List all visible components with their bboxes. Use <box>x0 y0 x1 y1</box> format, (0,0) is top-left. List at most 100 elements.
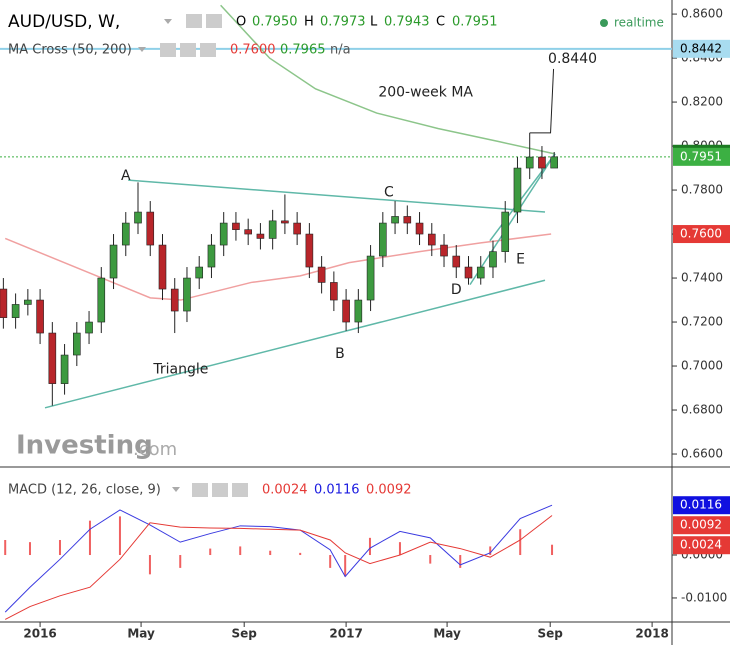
dropdown[interactable] <box>172 487 180 492</box>
candle-body <box>281 220 289 224</box>
candle-body <box>121 222 130 246</box>
macd-line <box>4 504 553 613</box>
candle-body <box>60 354 69 384</box>
y-tick-label: 0.6600 <box>681 447 723 461</box>
symbol: AUD/USD, W, <box>8 12 120 32</box>
y-tick-label: 0.8200 <box>681 95 723 109</box>
y-tick-label: 0.7200 <box>681 315 723 329</box>
histogram-bar <box>269 550 272 556</box>
o-label: O <box>236 15 246 30</box>
candle-body <box>403 216 412 224</box>
l-value: 0.7943 <box>384 15 430 30</box>
histogram-bar <box>88 520 91 556</box>
x-tick-label: 2016 <box>23 627 56 641</box>
candle-body <box>317 266 326 283</box>
candle-body <box>440 244 448 257</box>
y-tick-label: 0.7800 <box>681 183 723 197</box>
l-label: L <box>370 15 378 30</box>
candle-body <box>109 244 118 279</box>
histogram-bar <box>368 537 371 556</box>
price-label: 0.0116 <box>680 498 722 512</box>
price-label-box <box>673 496 730 515</box>
candle-body <box>256 233 265 239</box>
ma-value: n/a <box>330 43 351 58</box>
dropdown[interactable] <box>164 19 172 24</box>
histogram-bar <box>28 542 31 556</box>
macd-name: MACD (12, 26, close, 9) <box>8 483 161 498</box>
candle-body <box>219 222 228 246</box>
price-label: 0.7600 <box>680 227 722 241</box>
price-label-box <box>673 147 730 166</box>
candle-body <box>550 156 558 169</box>
candle-body <box>158 244 167 290</box>
candle-body <box>97 277 106 323</box>
candle-body <box>268 220 277 239</box>
c-value: 0.7951 <box>452 15 498 30</box>
icon[interactable] <box>206 14 222 28</box>
candle-body <box>330 282 338 301</box>
macd-value: 0.0116 <box>314 483 360 498</box>
icon[interactable] <box>212 483 228 497</box>
y-tick-label: 0.6800 <box>681 403 723 417</box>
macd-value: 0.0092 <box>366 483 412 498</box>
candle-body <box>195 266 204 279</box>
candle-body <box>24 299 32 305</box>
x-tick-label: Sep <box>538 627 564 641</box>
histogram-bar <box>299 552 302 556</box>
candle-body <box>134 211 142 224</box>
candle-body <box>305 233 314 268</box>
y-tick-label: 0.7000 <box>681 359 723 373</box>
y-tick-label: 0.8600 <box>681 7 723 21</box>
x-tick-label: 2017 <box>329 627 362 641</box>
histogram-bar <box>118 516 121 556</box>
candle-body <box>354 299 363 323</box>
histogram-bar <box>344 555 347 577</box>
trendline <box>128 179 546 213</box>
candle-body <box>11 304 20 318</box>
icon[interactable] <box>192 483 208 497</box>
ma-line <box>4 233 552 301</box>
realtime-dot <box>600 19 608 27</box>
icon[interactable] <box>180 43 196 57</box>
candle-body <box>207 244 216 268</box>
leader <box>529 68 555 134</box>
x-tick-label: May <box>433 627 461 641</box>
price-label: 0.7951 <box>680 149 722 163</box>
ma-name: MA Cross (50, 200) <box>8 43 132 58</box>
macd-line <box>4 515 553 620</box>
price-label: 0.0024 <box>680 538 722 552</box>
histogram-bar <box>148 555 151 575</box>
brand-suffix: .com <box>133 439 177 460</box>
candle-body <box>342 299 350 323</box>
candle-body <box>476 266 485 279</box>
icon[interactable] <box>232 483 248 497</box>
x-tick-label: May <box>127 627 155 641</box>
dropdown[interactable] <box>138 47 146 52</box>
icon[interactable] <box>160 43 176 57</box>
candle-body <box>525 156 534 169</box>
histogram-bar <box>551 544 554 556</box>
y-tick-label: 0.7400 <box>681 271 723 285</box>
o-value: 0.7950 <box>252 15 298 30</box>
annotation: Triangle <box>152 361 208 377</box>
candle-body <box>36 299 44 334</box>
candle-body <box>48 332 57 384</box>
x-tick-label: 2018 <box>635 627 668 641</box>
candle-body <box>427 233 436 246</box>
candle-body <box>452 255 461 268</box>
icon[interactable] <box>200 43 216 57</box>
histogram-bar <box>519 529 522 556</box>
c-label: C <box>436 15 445 30</box>
histogram-bar <box>4 539 7 556</box>
histogram-bar <box>329 555 332 568</box>
ma-value: 0.7965 <box>280 43 326 58</box>
candle-body <box>0 288 8 318</box>
annotation: 200-week MA <box>378 84 473 100</box>
annotation: E <box>516 251 525 267</box>
histogram-bar <box>398 542 401 556</box>
candle-body <box>513 167 522 213</box>
icon[interactable] <box>186 14 202 28</box>
candle-body <box>489 251 497 268</box>
